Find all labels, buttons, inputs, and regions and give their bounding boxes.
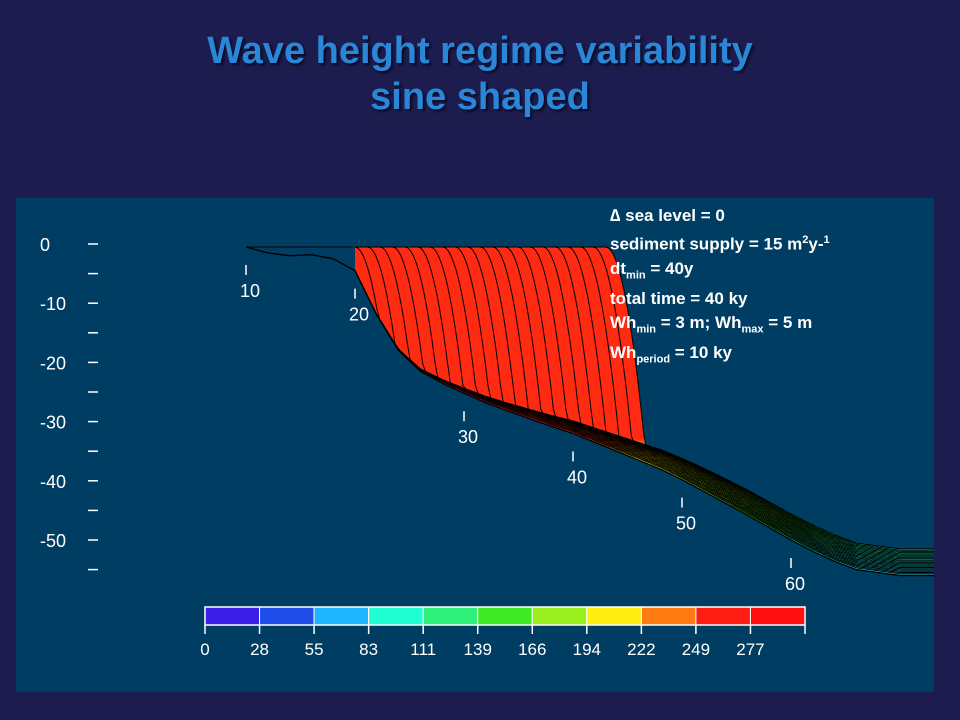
colorbar-tick-label: 111 — [410, 640, 436, 659]
colorbar-tick-label: 83 — [359, 640, 378, 659]
profile-line-21 — [246, 246, 934, 550]
profile-line-1 — [246, 246, 934, 575]
profile-lines — [245, 246, 934, 577]
colorbar-segment — [477, 606, 533, 626]
colorbar-tick-label: 0 — [200, 640, 209, 659]
colorbar-tick-label: 277 — [736, 640, 764, 659]
y-tick-label: -20 — [40, 353, 66, 373]
profile-line-19 — [246, 246, 934, 552]
chart-panel: 0 -10 -20 -30 -40 -50 10 20 30 40 50 60 0 28 55 83 111… — [16, 198, 934, 692]
total-time-text: total time = 40 ky — [610, 289, 748, 309]
x-tick-label: 10 — [240, 281, 260, 301]
deposit-fill — [355, 246, 934, 576]
title-line-2: sine shaped — [370, 76, 590, 118]
y-axis: 0 -10 -20 -30 -40 -50 — [40, 235, 98, 571]
profile-line-17 — [246, 246, 934, 555]
initial-profile-line — [245, 246, 934, 577]
sediment-supply-text: sediment supply = 15 m2y-1 — [610, 234, 830, 254]
colorbar-segment — [749, 606, 806, 626]
stratigraphy-chart: 0 -10 -20 -30 -40 -50 10 20 30 40 50 60 0 28 55 83 111… — [40, 235, 934, 659]
x-tick-label: 40 — [567, 467, 587, 487]
colorbar-tick-label: 222 — [627, 640, 655, 659]
colorbar-segment — [204, 606, 261, 626]
y-tick-label: -10 — [40, 294, 66, 314]
x-tick-label: 20 — [349, 305, 369, 325]
profile-line-20 — [246, 246, 934, 551]
colorbar-tick-label: 28 — [250, 640, 269, 659]
parameter-box: ∆ sea level = 0 sediment supply = 15 m2y… — [610, 204, 830, 372]
x-tick-label: 60 — [785, 574, 805, 594]
x-axis-markers: 10 20 30 40 50 60 — [240, 264, 805, 594]
colorbar-segment — [313, 606, 370, 626]
y-tick-label: -30 — [40, 413, 66, 433]
dt-min-text: dtmin = 40y — [610, 258, 694, 282]
colorbar-segment — [695, 606, 751, 626]
x-tick-label: 50 — [676, 514, 696, 534]
deposit-area — [355, 246, 934, 576]
wave-height-text: Whmin = 3 m; Whmax = 5 m — [610, 313, 813, 336]
colorbar-tick-label: 249 — [682, 640, 710, 659]
colorbar-segment — [531, 606, 588, 626]
colorbar-tick-label: 194 — [573, 640, 601, 659]
colorbar-segment — [586, 606, 642, 626]
y-tick-label: -40 — [40, 472, 66, 492]
colorbar-tick-label: 139 — [464, 640, 492, 659]
colorbar-segment — [259, 606, 315, 626]
wave-period-text: Whperiod = 10 ky — [610, 343, 732, 366]
profile-line-3 — [246, 246, 934, 572]
colorbar-frame — [204, 606, 806, 626]
sea-level-text: ∆ sea level = 0 — [610, 206, 725, 225]
profile-line-4 — [246, 246, 934, 571]
colorbar: 0 28 55 83 111 139 166 194 222 249 277 — [200, 606, 806, 659]
slide-title: Wave height regime variability sine shap… — [0, 28, 960, 120]
colorbar-segment — [422, 606, 479, 626]
colorbar-segment — [640, 606, 697, 626]
profile-line-2 — [246, 246, 934, 573]
profile-line-5 — [246, 246, 934, 570]
colorbar-segment — [368, 606, 424, 626]
profile-line-18 — [246, 246, 934, 554]
colorbar-tick-label: 166 — [518, 640, 546, 659]
y-tick-label: 0 — [40, 235, 50, 255]
x-tick-label: 30 — [458, 427, 478, 447]
profile-line-16 — [246, 246, 934, 556]
title-line-1: Wave height regime variability — [207, 30, 753, 72]
colorbar-tick-label: 55 — [305, 640, 324, 659]
y-tick-label: -50 — [40, 531, 66, 551]
